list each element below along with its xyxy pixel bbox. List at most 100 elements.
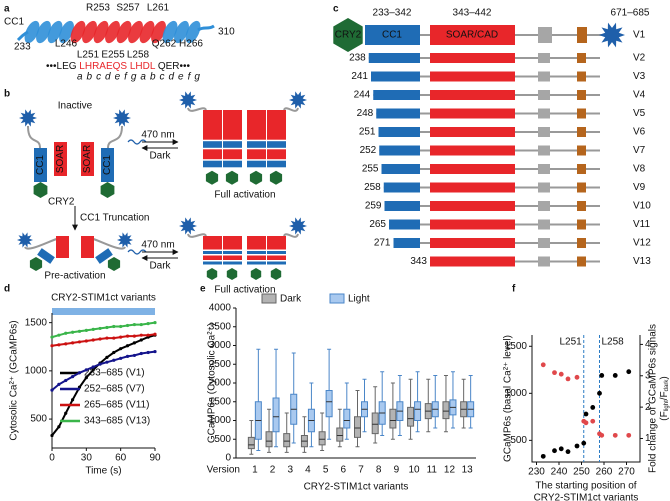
data-point	[558, 446, 564, 452]
y2-tick-label: 1	[645, 433, 651, 444]
data-point	[64, 331, 68, 335]
y-tick-label: 4000	[209, 303, 232, 314]
helix-turn	[82, 20, 97, 44]
cc1-block	[267, 261, 286, 265]
soar-domain	[430, 71, 515, 82]
soar-domain	[430, 25, 515, 45]
cry2-hexagon	[107, 257, 121, 271]
data-point	[139, 351, 143, 356]
star-icon	[179, 91, 197, 109]
cc1-block	[247, 160, 266, 168]
soar-domain	[430, 219, 515, 230]
legend-swatch	[329, 293, 345, 304]
brown-domain	[577, 256, 586, 267]
helix-turn	[162, 20, 178, 44]
data-point	[112, 336, 116, 340]
soar-domain	[430, 145, 515, 156]
soar-label: SOAR	[55, 145, 66, 173]
sequence-part: •••	[180, 61, 191, 72]
soar-block	[267, 149, 286, 160]
start-label: 238	[349, 53, 366, 64]
cc1-fragment	[373, 90, 420, 100]
box	[442, 401, 450, 420]
sequence-part: LHRAEQS	[79, 61, 127, 72]
version-label: V4	[633, 90, 646, 101]
cry2-label: CRY2	[48, 197, 75, 208]
range-label: 233–342	[373, 8, 412, 19]
y2-tick-label: 4	[645, 339, 651, 350]
box	[247, 436, 255, 450]
helix-turn	[47, 20, 63, 44]
data-point	[146, 333, 150, 337]
data-point	[540, 362, 546, 368]
gray-domain	[538, 238, 550, 248]
soar-block	[267, 236, 286, 250]
y-axis-label: GCaMP6s (Cytosolic Ca²⁺)	[207, 323, 218, 443]
data-point	[64, 411, 68, 415]
box	[389, 408, 397, 429]
data-point	[139, 338, 143, 342]
cc1-fragment	[371, 71, 420, 82]
version-label: V13	[633, 256, 651, 267]
y-tick-label: 0	[225, 453, 231, 464]
data-point	[540, 453, 546, 459]
version-label: V5	[633, 108, 646, 119]
y-tick-label: 1000	[25, 365, 48, 376]
data-point	[50, 433, 54, 438]
soar-block	[267, 255, 286, 260]
panel-letter: b	[4, 89, 10, 100]
panel-letter: f	[512, 284, 516, 295]
domain-label: CC1	[382, 30, 402, 41]
soar-block	[247, 149, 266, 160]
panel-letter: d	[4, 284, 10, 295]
x-tick-label: 7	[358, 465, 364, 476]
data-point	[57, 333, 61, 337]
data-point	[125, 344, 130, 348]
cc1-domain	[365, 25, 420, 45]
x-tick-label: 1	[252, 465, 258, 476]
y-tick-label: 1500	[209, 396, 232, 407]
soar-domain	[430, 108, 515, 119]
helix-tail	[197, 24, 215, 32]
start-label: 271	[374, 238, 391, 249]
soar-block	[203, 149, 222, 160]
soar-domain	[430, 127, 515, 137]
chart-title: CRY2-STIM1ct variants	[51, 293, 156, 304]
cry2-domain	[333, 18, 363, 52]
cc1-fragment	[378, 127, 420, 137]
soar-block	[223, 110, 242, 140]
sequence: •••LEG LHRAEQS LHDL QER•••	[46, 61, 191, 72]
x-tick-label: 2	[270, 465, 276, 476]
data-point	[125, 323, 130, 328]
helix-turn	[93, 20, 109, 44]
residue-label: L246	[55, 39, 78, 50]
data-point	[153, 332, 157, 336]
helix-turn	[36, 20, 51, 44]
state-label: Full activation	[214, 189, 275, 200]
data-point	[98, 326, 102, 331]
version-label: V7	[633, 145, 646, 156]
gray-domain	[538, 53, 550, 63]
light-label: 470 nm	[141, 130, 174, 141]
version-label: V3	[633, 71, 646, 82]
linker	[283, 107, 299, 112]
y-tick-label: 3000	[209, 340, 232, 351]
data-point	[71, 398, 75, 402]
x-tick-label: 10	[409, 465, 421, 476]
soar-block	[223, 255, 242, 260]
x-tick-label: 0	[49, 453, 55, 464]
soar-domain	[430, 256, 515, 267]
star-icon	[113, 109, 131, 127]
helix-turn	[139, 20, 155, 44]
data-point	[612, 432, 618, 438]
x-tick-label: 12	[444, 465, 456, 476]
state-label: Pre-activation	[44, 271, 105, 282]
data-line	[51, 350, 156, 391]
star-icon	[19, 109, 37, 127]
legend-label: Light	[348, 294, 370, 305]
data-point	[590, 418, 596, 424]
state-label: Inactive	[58, 101, 93, 112]
y-tick-label: 3500	[209, 321, 232, 332]
star-icon	[289, 91, 307, 109]
y2-tick-label: 3	[645, 370, 651, 381]
